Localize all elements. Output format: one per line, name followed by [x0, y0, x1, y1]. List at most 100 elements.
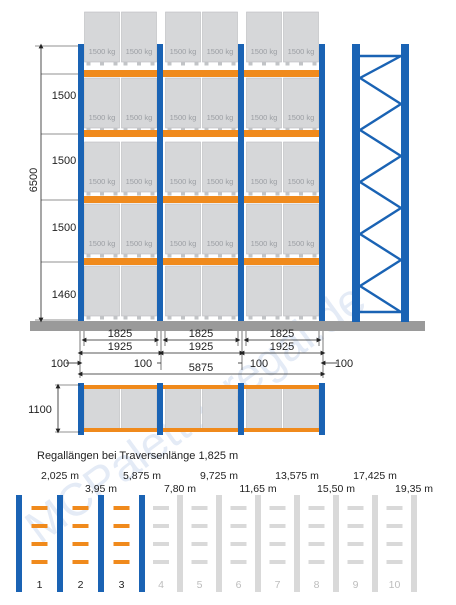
- beam: [31, 542, 48, 546]
- pallet-box: [165, 11, 201, 63]
- beam-ghost: [386, 524, 403, 528]
- pallet: [202, 265, 238, 320]
- pallet-foot: [231, 254, 236, 258]
- pallet-foot: [181, 254, 185, 258]
- pallet: 1500 kg: [165, 77, 201, 132]
- pallet-foot: [123, 62, 128, 66]
- pallet-box: [283, 141, 319, 193]
- length-label-1: 2,025 m: [41, 470, 79, 482]
- height-dimensions: 6500 1500 1500 1500 1460: [28, 43, 78, 323]
- gap-3: 100: [250, 358, 268, 370]
- pallet-foot: [123, 192, 128, 196]
- beam: [80, 130, 323, 137]
- pallet: 1500 kg: [202, 77, 238, 132]
- pallet: 1500 kg: [246, 11, 282, 66]
- upright: [139, 495, 145, 592]
- pallet-foot: [181, 316, 185, 320]
- beam: [72, 506, 89, 510]
- pallet-weight-label: 1500 kg: [126, 177, 153, 186]
- pallet-foot: [167, 316, 172, 320]
- pallet-foot: [194, 192, 199, 196]
- pallet-weight-label: 1500 kg: [251, 239, 278, 248]
- pallet-foot: [137, 192, 141, 196]
- level-height-3: 1500: [52, 222, 76, 234]
- beam: [72, 542, 89, 546]
- total-height-label: 6500: [28, 168, 40, 192]
- pallet-top: [165, 386, 201, 431]
- pallet: [121, 265, 157, 320]
- level-height-1: 1500: [52, 90, 76, 102]
- upright-top: [238, 383, 244, 435]
- beam-ghost: [191, 560, 208, 564]
- pallet-weight-label: 1500 kg: [207, 239, 234, 248]
- top-view: [78, 383, 325, 435]
- pallet-foot: [285, 254, 290, 258]
- pallet: 1500 kg: [246, 141, 282, 196]
- depth-label: 1100: [28, 404, 52, 416]
- beam: [31, 506, 48, 510]
- beam-ghost: [153, 560, 169, 564]
- upright-ghost: [411, 495, 417, 592]
- length-label-10: 19,35 m: [395, 483, 433, 495]
- upright: [157, 44, 163, 322]
- pallet-foot: [150, 62, 155, 66]
- pallet: 1500 kg: [165, 141, 201, 196]
- upright: [319, 44, 325, 322]
- bay-number-3: 3: [119, 579, 125, 591]
- pallet-foot: [218, 316, 222, 320]
- beam: [72, 560, 89, 564]
- pallet: 1500 kg: [202, 11, 238, 66]
- pallet-box: [84, 203, 120, 255]
- bay-number-10: 10: [389, 579, 401, 591]
- pallet-foot: [150, 192, 155, 196]
- bay-inner-2: 1825: [189, 328, 213, 340]
- pallet-foot: [248, 62, 253, 66]
- bay-number-8: 8: [314, 579, 320, 591]
- beam-ghost: [386, 542, 403, 546]
- beam: [80, 70, 323, 77]
- pallet: [165, 265, 201, 320]
- pallet-foot: [86, 128, 91, 132]
- pallet-box: [202, 77, 238, 129]
- upright-ghost: [333, 495, 339, 592]
- pallet: 1500 kg: [84, 141, 120, 196]
- pallet-box: [202, 265, 238, 317]
- pallet-foot: [262, 316, 266, 320]
- pallet-foot: [204, 192, 209, 196]
- pallet-foot: [100, 128, 104, 132]
- pallet-foot: [113, 254, 118, 258]
- length-dimensions: 1825 1825 1825 1925 1925 1925 100 100 10…: [51, 328, 353, 378]
- caption: Regallängen bei Traversenlänge 1,825 m: [37, 450, 238, 462]
- pallet-foot: [248, 192, 253, 196]
- pallet-foot: [218, 254, 222, 258]
- pallet-box: [84, 141, 120, 193]
- pallet-box: [246, 203, 282, 255]
- pallet-weight-label: 1500 kg: [89, 113, 116, 122]
- beam-ghost: [230, 524, 247, 528]
- beam-ghost: [269, 506, 286, 510]
- pallet-top: [246, 386, 282, 431]
- upright-top: [78, 383, 84, 435]
- pallet-foot: [194, 316, 199, 320]
- length-label-6: 11,65 m: [239, 483, 276, 495]
- pallet-box: [283, 265, 319, 317]
- pallet: [246, 265, 282, 320]
- pallet-weight-label: 1500 kg: [251, 47, 278, 56]
- pallet-foot: [218, 192, 222, 196]
- beam-ghost: [153, 542, 169, 546]
- pallet-foot: [137, 128, 141, 132]
- pallet-foot: [248, 316, 253, 320]
- beam-ghost: [153, 524, 169, 528]
- pallet-weight-label: 1500 kg: [89, 239, 116, 248]
- pallet-foot: [194, 128, 199, 132]
- gap-right: 100: [335, 358, 353, 370]
- pallet-box: [283, 203, 319, 255]
- pallet-box: [246, 77, 282, 129]
- beam-ghost: [347, 542, 364, 546]
- front-view: 1500 kg 1500 kg 1500 kg 1500 kg 1500 kg 1500 …: [30, 11, 425, 331]
- beam: [72, 524, 89, 528]
- pallet-foot: [86, 62, 91, 66]
- bay-outer-3: 1925: [270, 341, 294, 353]
- pallet-foot: [113, 128, 118, 132]
